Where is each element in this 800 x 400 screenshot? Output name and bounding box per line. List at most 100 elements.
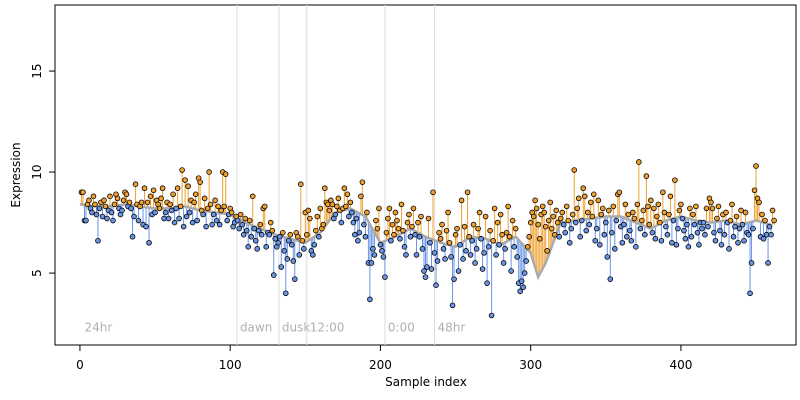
data-point bbox=[587, 199, 594, 206]
data-point bbox=[242, 215, 249, 222]
data-point bbox=[201, 195, 208, 202]
data-point bbox=[141, 185, 148, 192]
data-point bbox=[602, 219, 609, 226]
time-marker-label: dawn bbox=[240, 321, 272, 335]
data-point bbox=[652, 235, 659, 242]
data-point bbox=[556, 233, 563, 240]
data-point bbox=[639, 217, 645, 224]
data-point bbox=[610, 203, 617, 210]
data-point bbox=[382, 274, 388, 280]
data-point bbox=[107, 193, 113, 200]
data-point bbox=[554, 219, 561, 226]
y-tick-label: 5 bbox=[30, 269, 44, 277]
data-point bbox=[575, 195, 582, 202]
data-point bbox=[664, 231, 671, 238]
data-point bbox=[502, 246, 508, 252]
data-point bbox=[712, 237, 719, 244]
data-point bbox=[703, 205, 710, 212]
data-point bbox=[544, 248, 550, 254]
x-tick-label: 100 bbox=[219, 358, 242, 372]
data-point bbox=[430, 189, 436, 196]
data-point bbox=[457, 241, 463, 248]
data-point bbox=[358, 193, 364, 200]
data-point bbox=[200, 211, 206, 218]
data-point bbox=[380, 254, 387, 260]
data-point bbox=[437, 235, 444, 242]
data-point bbox=[83, 217, 89, 224]
data-point bbox=[111, 201, 118, 208]
data-point bbox=[110, 217, 116, 224]
data-point bbox=[684, 221, 690, 228]
data-point bbox=[263, 244, 270, 250]
data-point bbox=[343, 203, 349, 210]
data-point bbox=[451, 276, 457, 282]
data-point bbox=[709, 205, 716, 212]
data-point bbox=[398, 201, 405, 208]
data-point bbox=[180, 223, 187, 230]
data-point bbox=[760, 235, 767, 242]
data-point bbox=[173, 205, 179, 212]
data-point bbox=[634, 201, 641, 208]
data-point bbox=[364, 209, 370, 216]
data-point bbox=[349, 209, 355, 216]
data-point bbox=[341, 185, 348, 192]
data-point bbox=[146, 239, 152, 246]
data-point bbox=[631, 215, 638, 222]
data-point bbox=[571, 167, 578, 173]
data-point bbox=[352, 231, 358, 238]
data-point bbox=[332, 211, 339, 218]
data-point bbox=[138, 199, 145, 206]
data-point bbox=[212, 197, 218, 204]
data-point bbox=[660, 189, 666, 196]
data-point bbox=[371, 252, 378, 258]
data-point bbox=[681, 227, 687, 234]
data-point bbox=[389, 221, 396, 228]
data-point bbox=[768, 231, 774, 238]
data-point bbox=[694, 229, 701, 236]
data-point bbox=[287, 231, 294, 238]
data-point bbox=[285, 237, 292, 244]
data-point bbox=[526, 233, 532, 240]
data-point bbox=[751, 187, 758, 194]
data-point bbox=[578, 217, 585, 224]
data-point bbox=[258, 231, 265, 238]
data-point bbox=[699, 225, 705, 232]
data-point bbox=[666, 211, 672, 218]
data-point bbox=[759, 211, 765, 218]
data-point bbox=[721, 231, 728, 238]
data-point bbox=[499, 231, 505, 238]
data-point bbox=[655, 201, 662, 208]
data-point bbox=[119, 207, 125, 214]
data-point bbox=[696, 241, 702, 248]
data-point bbox=[261, 203, 268, 210]
data-point bbox=[415, 219, 421, 226]
data-point bbox=[407, 233, 414, 240]
x-tick-label: 400 bbox=[669, 358, 692, 372]
data-point bbox=[400, 227, 406, 234]
data-point bbox=[676, 207, 683, 214]
data-point bbox=[288, 241, 295, 248]
data-point bbox=[434, 258, 441, 264]
data-point bbox=[723, 209, 729, 216]
data-point bbox=[254, 246, 261, 252]
data-point bbox=[177, 203, 184, 210]
data-point bbox=[733, 213, 740, 220]
data-point bbox=[714, 215, 720, 222]
data-point bbox=[687, 205, 693, 212]
data-point bbox=[296, 252, 303, 258]
data-point bbox=[101, 197, 107, 204]
data-point bbox=[368, 260, 375, 266]
data-point bbox=[736, 225, 743, 232]
data-point bbox=[314, 213, 321, 220]
data-point bbox=[711, 229, 717, 236]
data-point bbox=[705, 223, 711, 230]
data-point bbox=[461, 223, 468, 230]
data-point bbox=[120, 197, 127, 204]
data-point bbox=[174, 185, 181, 192]
data-point bbox=[769, 207, 776, 214]
data-point bbox=[311, 241, 318, 248]
data-point bbox=[559, 209, 566, 216]
data-point bbox=[747, 290, 753, 297]
data-point bbox=[693, 203, 699, 210]
data-point bbox=[428, 266, 435, 272]
